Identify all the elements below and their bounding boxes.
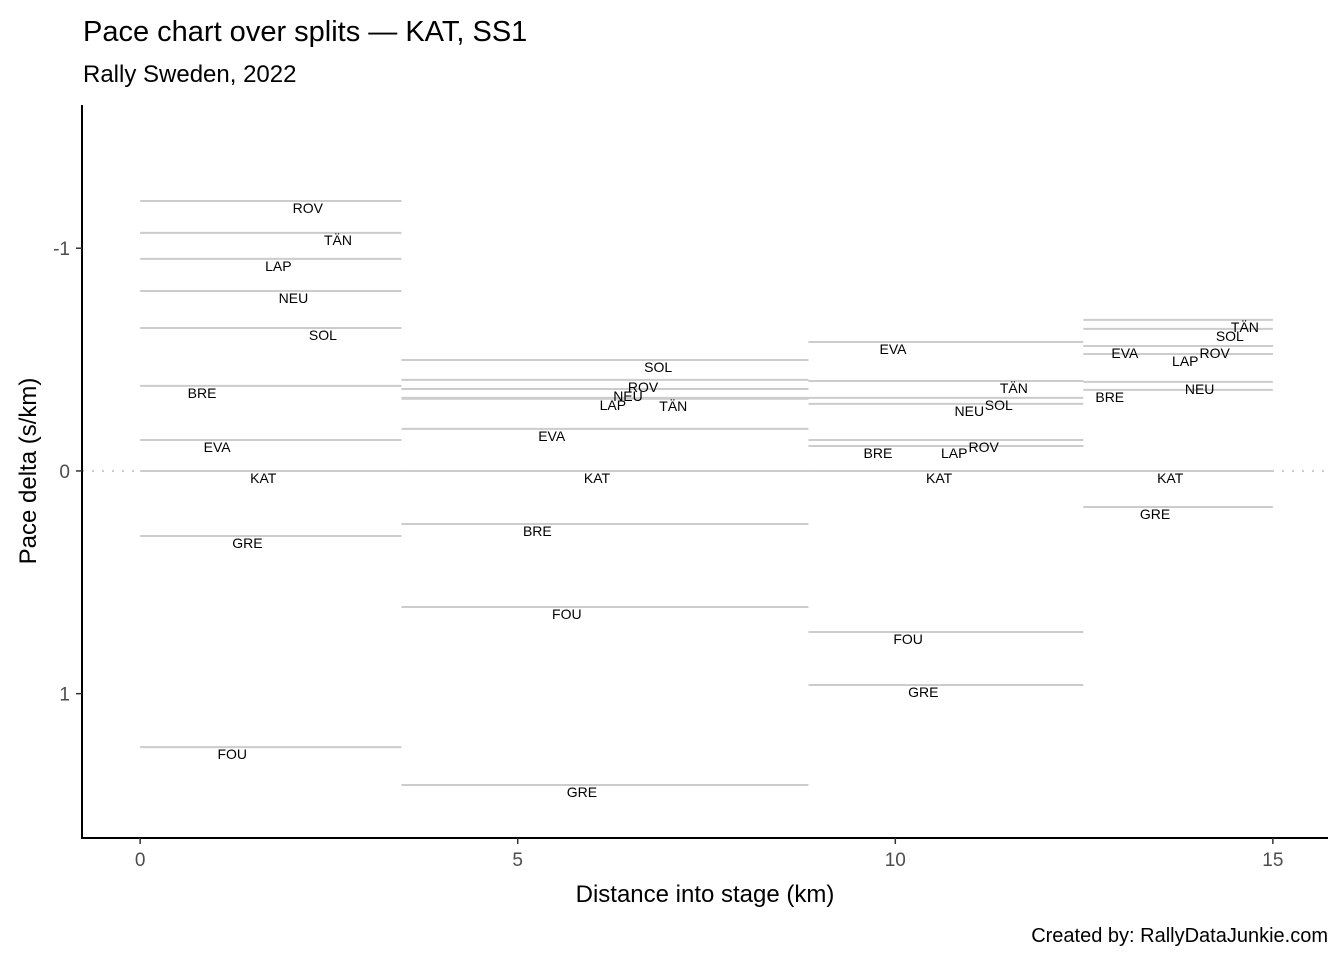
x-tick-label: 5 bbox=[512, 850, 523, 871]
driver-label: BRE bbox=[523, 523, 552, 539]
driver-label: NEU bbox=[955, 403, 985, 419]
driver-label: NEU bbox=[279, 290, 309, 306]
driver-label: LAP bbox=[941, 445, 967, 461]
driver-label: SOL bbox=[644, 359, 672, 375]
driver-label: EVA bbox=[204, 439, 232, 455]
driver-label: TÄN bbox=[1231, 319, 1259, 335]
y-axis-ticks: -1 0 1 bbox=[53, 239, 82, 706]
driver-label: LAP bbox=[600, 397, 626, 413]
driver-label: ROV bbox=[293, 200, 324, 216]
driver-label: KAT bbox=[926, 470, 953, 486]
chart-title: Pace chart over splits — KAT, SS1 bbox=[83, 16, 527, 48]
driver-label: GRE bbox=[908, 684, 938, 700]
driver-label: TÄN bbox=[324, 232, 352, 248]
x-tick-label: 10 bbox=[885, 850, 906, 871]
driver-label: ROV bbox=[1200, 345, 1231, 361]
x-axis-label: Distance into stage (km) bbox=[576, 881, 835, 908]
x-tick-label: 15 bbox=[1262, 850, 1283, 871]
driver-label: FOU bbox=[893, 631, 923, 647]
driver-label: FOU bbox=[552, 606, 582, 622]
driver-label: KAT bbox=[584, 470, 611, 486]
x-axis-ticks: 0 5 10 15 bbox=[135, 838, 1283, 871]
driver-label: LAP bbox=[265, 258, 291, 274]
driver-label: BRE bbox=[1095, 389, 1124, 405]
driver-label: SOL bbox=[1216, 328, 1244, 344]
driver-label: BRE bbox=[188, 385, 217, 401]
driver-label: KAT bbox=[250, 470, 277, 486]
y-axis-label: Pace delta (s/km) bbox=[15, 378, 42, 565]
driver-label: EVA bbox=[538, 428, 566, 444]
driver-label: EVA bbox=[880, 341, 908, 357]
plot-area: ROVTÄNLAPNEUSOLBREEVAKATGREFOUSOLROVNEUL… bbox=[82, 199, 1328, 800]
driver-label: SOL bbox=[309, 327, 337, 343]
y-tick-label: 1 bbox=[59, 685, 70, 706]
driver-label: NEU bbox=[613, 388, 643, 404]
driver-label: GRE bbox=[567, 784, 597, 800]
driver-label: GRE bbox=[232, 535, 262, 551]
driver-label: TÄN bbox=[659, 398, 687, 414]
driver-label: FOU bbox=[217, 746, 247, 762]
y-tick-label: -1 bbox=[53, 239, 70, 260]
chart-subtitle: Rally Sweden, 2022 bbox=[83, 61, 296, 88]
y-tick-label: 0 bbox=[59, 462, 70, 483]
driver-label: NEU bbox=[1185, 381, 1215, 397]
driver-label: BRE bbox=[864, 445, 893, 461]
driver-label: ROV bbox=[968, 439, 999, 455]
driver-label: SOL bbox=[985, 397, 1013, 413]
driver-label: TÄN bbox=[1000, 380, 1028, 396]
driver-label: GRE bbox=[1140, 506, 1170, 522]
x-tick-label: 0 bbox=[135, 850, 146, 871]
chart-caption: Created by: RallyDataJunkie.com bbox=[1031, 925, 1328, 947]
driver-label: KAT bbox=[1157, 470, 1184, 486]
driver-label: LAP bbox=[1172, 353, 1198, 369]
driver-label: ROV bbox=[628, 379, 659, 395]
driver-label: EVA bbox=[1111, 345, 1139, 361]
